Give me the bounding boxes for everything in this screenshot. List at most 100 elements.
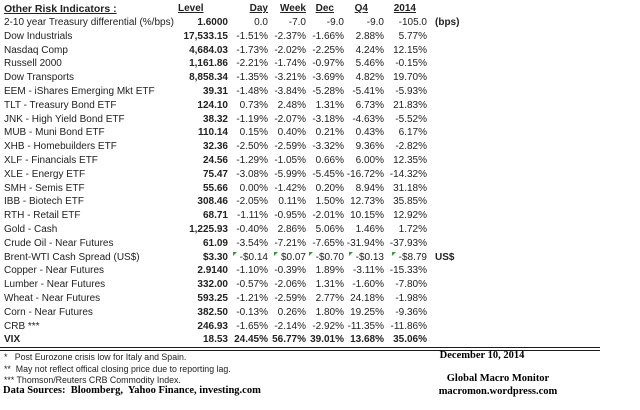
cell-day: -1.10% bbox=[230, 264, 270, 278]
cell-value: -0.57% bbox=[236, 279, 268, 291]
cell-q4: -1.60% bbox=[346, 278, 386, 292]
cell-week: -1.74% bbox=[270, 57, 308, 71]
cell-name: RTH - Retail ETF bbox=[0, 209, 178, 223]
cell-y2014: 12.92% bbox=[386, 209, 429, 223]
cell-value: 19.70% bbox=[393, 72, 427, 84]
table-row: SMH - Semis ETF 55.66 0.00% -1.42% 0.20% 8.94… bbox=[0, 182, 640, 196]
cell-dec: -2.92% bbox=[308, 320, 346, 334]
cell-q4: 12.73% bbox=[346, 195, 386, 209]
cell-name: XHB - Homebuilders ETF bbox=[0, 140, 178, 154]
cell-week: 56.77% bbox=[270, 333, 308, 347]
cell-week: -0.39% bbox=[270, 264, 308, 278]
cell-value: -2.01% bbox=[312, 210, 344, 222]
cell-note bbox=[429, 223, 640, 237]
column-header-dec: Dec bbox=[315, 3, 334, 14]
cell-value: $0.07 bbox=[273, 251, 306, 263]
cell-value: 1.89% bbox=[315, 265, 344, 277]
table-row: Gold - Cash 1,225.93 -0.40% 2.86% 5.06% 1.46%… bbox=[0, 223, 640, 237]
cell-y2014: -1.98% bbox=[386, 292, 429, 306]
cell-value: -0.15% bbox=[395, 58, 427, 70]
risk-indicators-table: Other Risk Indicators : Level Day Week D… bbox=[0, 2, 640, 347]
cell-value: -2.50% bbox=[236, 141, 268, 153]
table-row: VIX 18.53 24.45% 56.77% 39.01% 13.68% 35.06% bbox=[0, 333, 640, 347]
cell-value: 0.0 bbox=[254, 17, 268, 28]
cell-value: -1.48% bbox=[236, 85, 268, 97]
cell-value: XLF - Financials ETF bbox=[4, 154, 98, 166]
cell-q4: -16.72% bbox=[346, 168, 386, 182]
cell-y2014: 35.06% bbox=[386, 333, 429, 347]
cell-value: 8,858.34 bbox=[189, 72, 228, 84]
cell-level: 32.36 bbox=[178, 140, 230, 154]
cell-value: 308.46 bbox=[197, 196, 228, 208]
column-header-q4: Q4 bbox=[354, 3, 368, 14]
cell-q4: -4.63% bbox=[346, 113, 386, 127]
table-row: Dow Transports 8,858.34 -1.35% -3.21% -3.69%… bbox=[0, 71, 640, 85]
cell-dec: -5.45% bbox=[308, 168, 346, 182]
cell-value: -3.08% bbox=[236, 168, 268, 180]
cell-value: -2.02% bbox=[274, 44, 306, 56]
cell-y2014: 1.72% bbox=[386, 223, 429, 237]
report-date: December 10, 2014 bbox=[439, 350, 525, 361]
cell-week: -2.59% bbox=[270, 140, 308, 154]
cell-value: 110.14 bbox=[197, 127, 228, 139]
cell-value: 5.77% bbox=[398, 30, 427, 42]
cell-value: 0.40% bbox=[277, 127, 306, 139]
cell-week: -2.59% bbox=[270, 292, 308, 306]
cell-day: -1.11% bbox=[230, 209, 270, 223]
cell-name: Copper - Near Futures bbox=[0, 264, 178, 278]
cell-note bbox=[429, 278, 640, 292]
cell-note bbox=[429, 126, 640, 140]
cell-name: Lumber - Near Futures bbox=[0, 278, 178, 292]
cell-y2014: 21.83% bbox=[386, 99, 429, 113]
cell-level: 1.6000 bbox=[178, 16, 230, 30]
cell-day: -1.35% bbox=[230, 71, 270, 85]
cell-value: 0.43% bbox=[355, 127, 384, 139]
cell-value: -1.19% bbox=[236, 113, 268, 125]
column-header-week: Week bbox=[280, 3, 306, 14]
footnote-eurozone: * Post Eurozone crisis low for Italy and… bbox=[4, 352, 187, 362]
cell-note bbox=[429, 333, 640, 347]
cell-dec: -0.97% bbox=[308, 57, 346, 71]
cell-note bbox=[429, 182, 640, 196]
cell-week: -2.37% bbox=[270, 30, 308, 44]
table-title: Other Risk Indicators : bbox=[4, 3, 117, 15]
cell-value: -15.33% bbox=[389, 265, 427, 277]
footnote-crb-index: *** Thomson/Reuters CRB Commodity Index. bbox=[4, 374, 181, 385]
cell-value: -$0.70 bbox=[308, 251, 344, 263]
cell-value: 382.50 bbox=[197, 306, 228, 318]
cell-value: 1.31% bbox=[315, 99, 344, 111]
cell-value: -1.51% bbox=[236, 30, 268, 42]
table-row: RTH - Retail ETF 68.71 -1.11% -0.95% -2.01% 1… bbox=[0, 209, 640, 223]
cell-value: Crude Oil - Near Futures bbox=[4, 237, 114, 249]
cell-y2014: -2.82% bbox=[386, 140, 429, 154]
cell-value: -7.80% bbox=[395, 279, 427, 291]
cell-value: -3.69% bbox=[312, 72, 344, 84]
cell-value: -2.07% bbox=[274, 113, 306, 125]
cell-value: -2.82% bbox=[395, 141, 427, 153]
cell-name: Dow Industrials bbox=[0, 30, 178, 44]
cell-note bbox=[429, 113, 640, 127]
cell-value: -1.98% bbox=[395, 292, 427, 304]
cell-value: EEM - iShares Emerging Mkt ETF bbox=[4, 85, 155, 97]
cell-day: -0.57% bbox=[230, 278, 270, 292]
cell-y2014: 12.35% bbox=[386, 154, 429, 168]
cell-day: 0.00% bbox=[230, 182, 270, 196]
cell-note bbox=[429, 168, 640, 182]
cell-value: 2.88% bbox=[355, 30, 384, 42]
cell-value: -1.73% bbox=[236, 44, 268, 56]
cell-y2014: -5.93% bbox=[386, 85, 429, 99]
cell-value: 4,684.03 bbox=[189, 44, 228, 56]
cell-q4: 1.46% bbox=[346, 223, 386, 237]
cell-value: -5.52% bbox=[395, 113, 427, 125]
cell-value: VIX bbox=[4, 334, 21, 346]
cell-dec: -9.0 bbox=[308, 16, 346, 30]
cell-dec: 39.01% bbox=[308, 333, 346, 347]
cell-week: 0.11% bbox=[270, 195, 308, 209]
cell-note bbox=[429, 306, 640, 320]
table-row: MUB - Muni Bond ETF 110.14 0.15% 0.40% 0.21%… bbox=[0, 126, 640, 140]
cell-value: XLE - Energy ETF bbox=[4, 168, 86, 180]
cell-value: -1.11% bbox=[237, 210, 268, 222]
cell-value: 2.9140 bbox=[197, 265, 228, 277]
cell-value: -2.14% bbox=[274, 320, 306, 332]
table-row: EEM - iShares Emerging Mkt ETF 39.31 -1.48… bbox=[0, 85, 640, 99]
